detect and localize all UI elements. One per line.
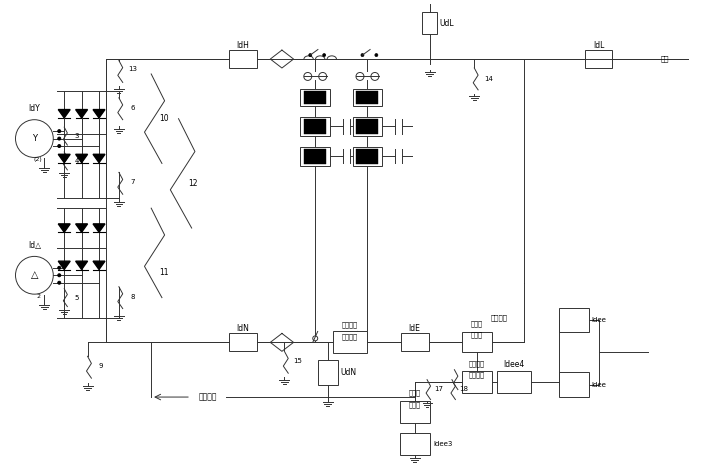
Polygon shape (93, 110, 105, 118)
Bar (357, 149, 378, 164)
Text: 线开关: 线开关 (471, 332, 483, 338)
Polygon shape (76, 154, 88, 163)
Polygon shape (58, 110, 70, 118)
Polygon shape (76, 224, 88, 232)
Bar (229, 333, 257, 351)
Text: IdE: IdE (409, 324, 421, 333)
Bar (400, 401, 430, 423)
Circle shape (375, 53, 378, 57)
Circle shape (371, 72, 379, 80)
Bar (357, 119, 378, 134)
Bar (304, 149, 326, 164)
Bar (559, 307, 588, 333)
Circle shape (304, 72, 312, 80)
Text: 8: 8 (130, 294, 135, 299)
Bar (300, 89, 330, 106)
Bar (462, 371, 491, 393)
Text: 金属回线: 金属回线 (469, 360, 485, 367)
Text: Idee4: Idee4 (503, 360, 525, 369)
Text: Idee3: Idee3 (433, 441, 453, 447)
Polygon shape (93, 154, 105, 163)
Text: IdL: IdL (593, 41, 604, 50)
Bar (400, 433, 430, 455)
Bar (353, 89, 382, 106)
Text: 4: 4 (74, 158, 79, 164)
Circle shape (58, 130, 61, 132)
Text: Idee: Idee (591, 317, 606, 323)
Text: 转换开关: 转换开关 (469, 371, 485, 378)
Text: (2): (2) (34, 157, 42, 162)
Text: IdY: IdY (28, 104, 40, 113)
Polygon shape (76, 110, 88, 118)
Bar (422, 12, 437, 34)
Circle shape (309, 53, 312, 57)
Bar (229, 50, 257, 68)
Circle shape (313, 336, 318, 341)
Text: UdL: UdL (440, 19, 454, 28)
Bar (300, 147, 330, 166)
Text: 到另一极: 到另一极 (491, 314, 508, 321)
Text: Y: Y (32, 134, 37, 143)
Text: 高速中性: 高速中性 (342, 322, 358, 328)
Text: Idee: Idee (591, 382, 606, 388)
Text: 13: 13 (128, 66, 137, 72)
Bar (462, 333, 491, 352)
Text: 地开关: 地开关 (409, 401, 421, 408)
Circle shape (58, 145, 61, 148)
Text: 6: 6 (130, 105, 135, 111)
Bar (304, 119, 326, 134)
Text: 母线开关: 母线开关 (342, 333, 358, 340)
Circle shape (353, 336, 358, 341)
Bar (353, 117, 382, 136)
Circle shape (58, 281, 61, 284)
Bar (559, 372, 588, 397)
Text: 12: 12 (189, 179, 198, 188)
Text: 15: 15 (293, 358, 302, 364)
Circle shape (361, 53, 364, 57)
Polygon shape (93, 261, 105, 270)
Text: IdN: IdN (236, 324, 250, 333)
Bar (353, 147, 382, 166)
Bar (300, 117, 330, 136)
Circle shape (16, 256, 53, 294)
Text: 11: 11 (159, 268, 169, 277)
Polygon shape (76, 261, 88, 270)
Text: 3: 3 (74, 133, 79, 139)
Circle shape (58, 266, 61, 269)
Text: 直流: 直流 (661, 56, 669, 62)
Circle shape (323, 53, 326, 57)
Text: 高速接: 高速接 (409, 390, 421, 396)
Bar (496, 371, 532, 393)
Polygon shape (58, 261, 70, 270)
Bar (304, 91, 326, 104)
Text: 10: 10 (159, 114, 169, 123)
Circle shape (16, 120, 53, 158)
Polygon shape (58, 154, 70, 163)
Circle shape (58, 274, 61, 277)
Polygon shape (58, 224, 70, 232)
Text: 18: 18 (459, 385, 468, 392)
Bar (401, 333, 428, 351)
Circle shape (58, 137, 61, 140)
Bar (333, 332, 367, 353)
Text: 7: 7 (130, 179, 135, 185)
Text: 5: 5 (74, 295, 79, 301)
Text: IdH: IdH (236, 41, 250, 50)
Text: 9: 9 (98, 363, 103, 369)
Text: 到另一极: 到另一极 (199, 393, 217, 402)
Text: 2: 2 (36, 294, 40, 298)
Circle shape (319, 72, 326, 80)
Text: Id△: Id△ (28, 241, 41, 250)
Text: 金属回: 金属回 (471, 320, 483, 327)
Bar (357, 91, 378, 104)
Text: 17: 17 (434, 385, 443, 392)
Bar (585, 50, 612, 68)
Text: 14: 14 (484, 76, 493, 82)
Circle shape (356, 72, 364, 80)
Polygon shape (93, 224, 105, 232)
Bar (318, 360, 338, 385)
Text: △: △ (30, 270, 38, 280)
Text: UdN: UdN (340, 368, 356, 377)
